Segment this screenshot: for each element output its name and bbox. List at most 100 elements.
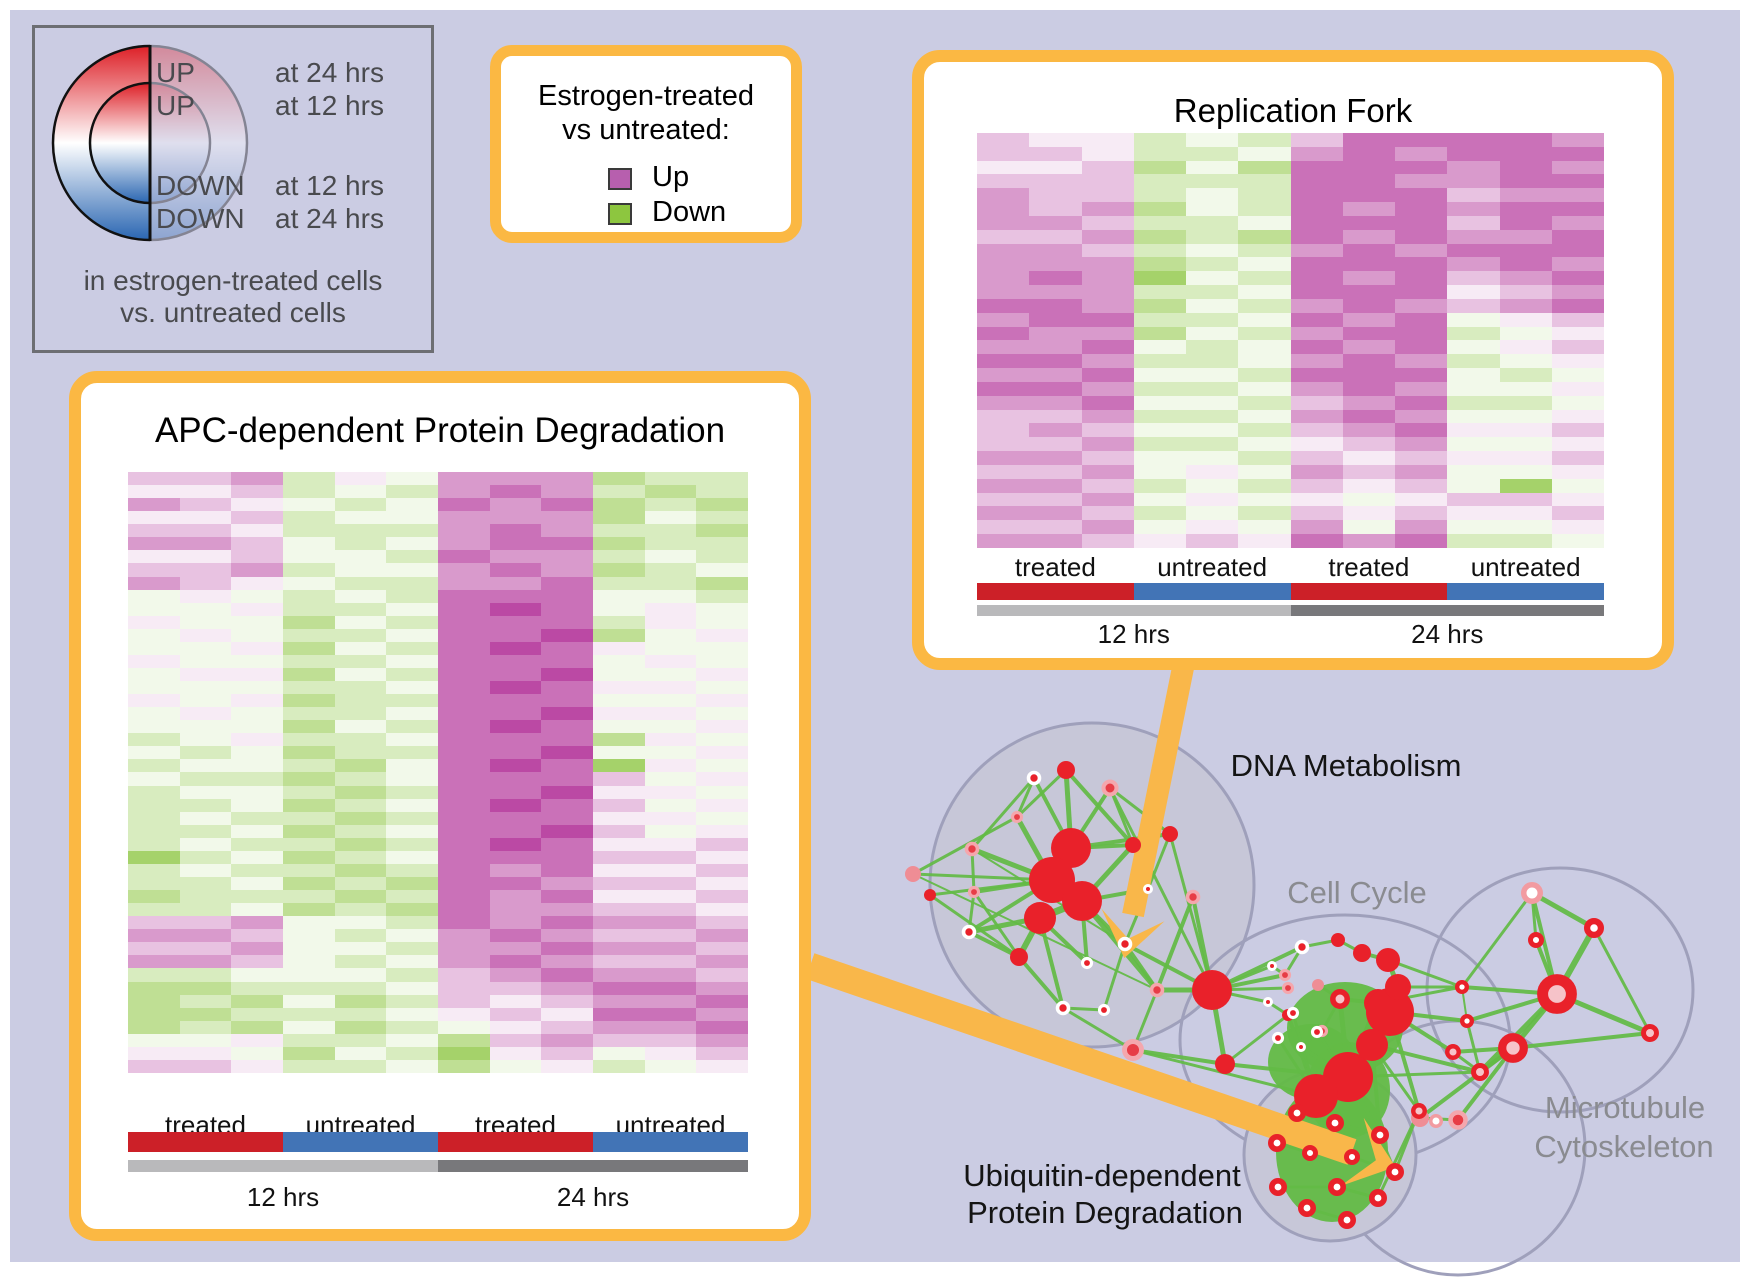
heatmap-cell: [128, 929, 180, 943]
heatmap-cell: [1395, 243, 1448, 258]
heatmap-cell: [1290, 146, 1343, 161]
heatmap-cell: [128, 550, 180, 564]
heatmap-cell: [593, 537, 645, 551]
heatmap-cell: [489, 720, 542, 734]
heatmap-cell: [593, 785, 645, 799]
heatmap-cell: [489, 942, 542, 956]
heatmap-cell: [1029, 381, 1082, 396]
heatmap-cell: [283, 890, 335, 904]
heatmap-cell: [489, 472, 542, 486]
heatmap-cell: [128, 890, 180, 904]
heatmap-cell: [386, 576, 438, 590]
network-node-whitehalo: [1296, 1042, 1306, 1052]
apc-treated-untreated-bar: [128, 1132, 748, 1152]
heatmap-cell: [1447, 437, 1500, 452]
heatmap-cell: [386, 1033, 438, 1047]
heatmap-cell: [489, 654, 542, 668]
heatmap-cell: [1081, 312, 1134, 327]
heatmap-cell: [386, 524, 438, 538]
network-node-ringwhite: [1371, 1126, 1390, 1145]
heatmap-cell: [1447, 229, 1500, 244]
untreated-bar: [283, 1132, 438, 1152]
heatmap-cell: [644, 1033, 697, 1047]
heatmap-cell: [593, 811, 645, 825]
heatmap-cell: [1342, 464, 1395, 479]
heatmap-cell: [977, 451, 1030, 465]
heatmap-cell: [334, 628, 387, 642]
heatmap-cell: [334, 472, 387, 486]
heatmap-cell: [179, 811, 232, 825]
heatmap-cell: [283, 694, 335, 708]
heatmap-cell: [1133, 215, 1186, 230]
heatmap-cell: [386, 824, 438, 838]
heatmap-cell: [231, 968, 283, 982]
heatmap-cell: [386, 498, 438, 512]
heatmap-cell: [179, 511, 232, 525]
heatmap-cell: [593, 850, 645, 864]
heatmap-cell: [231, 1033, 283, 1047]
network-node-solid: [924, 889, 936, 901]
heatmap-cell: [541, 955, 593, 969]
heatmap-cell: [696, 1059, 748, 1073]
heatmap-cell: [1081, 243, 1134, 258]
network-edge: [1015, 768, 1068, 819]
heatmap-cell: [1447, 534, 1500, 548]
heatmap-cell: [1290, 520, 1343, 535]
heatmap-cell: [283, 537, 335, 551]
heatmap-cell: [1342, 271, 1395, 286]
heatmap-cell: [644, 628, 697, 642]
heatmap-cell: [179, 733, 232, 747]
heatmap-cell: [977, 229, 1030, 244]
heatmap-cell: [541, 589, 593, 603]
heatmap-cell: [1447, 243, 1500, 258]
heatmap-cell: [283, 772, 335, 786]
heatmap-cell: [438, 746, 490, 760]
heatmap-cell: [1290, 534, 1343, 548]
heatmap-cell: [386, 903, 438, 917]
heatmap-cell: [696, 890, 748, 904]
heatmap-cell: [1081, 285, 1134, 299]
apc-time-bar: [128, 1160, 748, 1172]
heatmap-cell: [334, 733, 387, 747]
cluster-label: Microtubule: [1545, 1090, 1705, 1125]
network-node-pinkhalo: [964, 841, 980, 857]
heatmap-cell: [1081, 202, 1134, 216]
heatmap-cell: [541, 667, 593, 682]
heatmap-cell: [179, 798, 232, 812]
heatmap-cell: [231, 589, 283, 603]
network-node-whitehalo: [1143, 884, 1153, 894]
heatmap-cell: [231, 955, 283, 969]
heatmap-cell: [334, 877, 387, 891]
heatmap-cell: [438, 798, 490, 812]
network-node-ringwhite: [1343, 1148, 1360, 1165]
heatmap-cell: [283, 1020, 335, 1034]
heatmap-cell: [696, 537, 748, 551]
network-node-whitehalo: [1271, 1031, 1285, 1045]
heatmap-cell: [334, 929, 387, 943]
heatmap-cell: [644, 550, 697, 564]
heatmap-cell: [541, 524, 593, 538]
heatmap-cell: [644, 981, 697, 995]
heatmap-cell: [438, 485, 490, 499]
heatmap-cell: [1290, 451, 1343, 465]
heatmap-cell: [1499, 202, 1552, 216]
heatmap-cell: [977, 437, 1030, 452]
network-node-pinkhalo: [1278, 968, 1292, 982]
heatmap-cell: [283, 824, 335, 838]
network-node-solid: [1366, 988, 1414, 1036]
heatmap-cell: [696, 1046, 748, 1060]
heatmap-cell: [541, 707, 593, 721]
heatmap-cell: [1499, 478, 1552, 493]
network-node-whitehalo: [1117, 936, 1133, 952]
network-node-solid: [1294, 1074, 1338, 1118]
heatmap-cell: [977, 285, 1030, 299]
heatmap-cell: [489, 628, 542, 642]
heatmap-cell: [386, 641, 438, 655]
heatmap-cell: [1551, 381, 1604, 396]
heatmap-cell: [696, 994, 748, 1008]
heatmap-cell: [231, 811, 283, 825]
heatmap-cell: [334, 903, 387, 917]
heatmap-cell: [541, 1007, 593, 1021]
heatmap-cell: [1081, 215, 1134, 230]
network-node-whitehalo: [1267, 961, 1277, 971]
